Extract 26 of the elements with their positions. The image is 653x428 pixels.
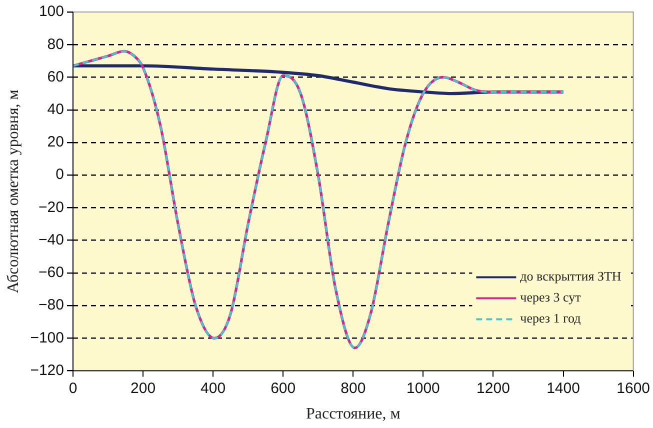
- legend-label: через 1 год: [520, 310, 582, 326]
- y-tick-label: 100: [38, 3, 64, 20]
- y-tick-label: 0: [56, 166, 64, 184]
- y-tick-label: −80: [38, 296, 64, 314]
- y-tick-label: 40: [47, 100, 64, 118]
- x-tick-label: 1600: [616, 380, 650, 397]
- y-tick-label: 60: [47, 68, 64, 86]
- y-tick-label: −100: [30, 329, 64, 346]
- y-tick-label: −20: [38, 198, 64, 216]
- legend-label: через 3 сут: [520, 290, 582, 305]
- y-tick-label: 20: [47, 134, 64, 151]
- y-axis-title: Абсолютная ометка уровня, м: [4, 90, 22, 294]
- x-tick-label: 1400: [546, 380, 580, 397]
- y-tick-label: −120: [30, 362, 64, 379]
- x-tick-label: 200: [130, 380, 156, 397]
- legend-label: до вскрыттия ЗТН: [520, 268, 622, 284]
- x-tick-label: 800: [340, 380, 366, 397]
- x-tick-label: 1000: [406, 380, 440, 397]
- y-tick-label: −60: [38, 264, 64, 282]
- x-tick-label: 400: [200, 380, 226, 397]
- x-tick-label: 600: [270, 380, 296, 397]
- x-tick-label: 0: [68, 380, 78, 397]
- x-axis-title: Расстояние, м: [306, 406, 400, 423]
- x-tick-label: 1200: [476, 380, 510, 397]
- y-tick-label: 80: [47, 36, 64, 53]
- y-tick-label: −40: [38, 231, 64, 248]
